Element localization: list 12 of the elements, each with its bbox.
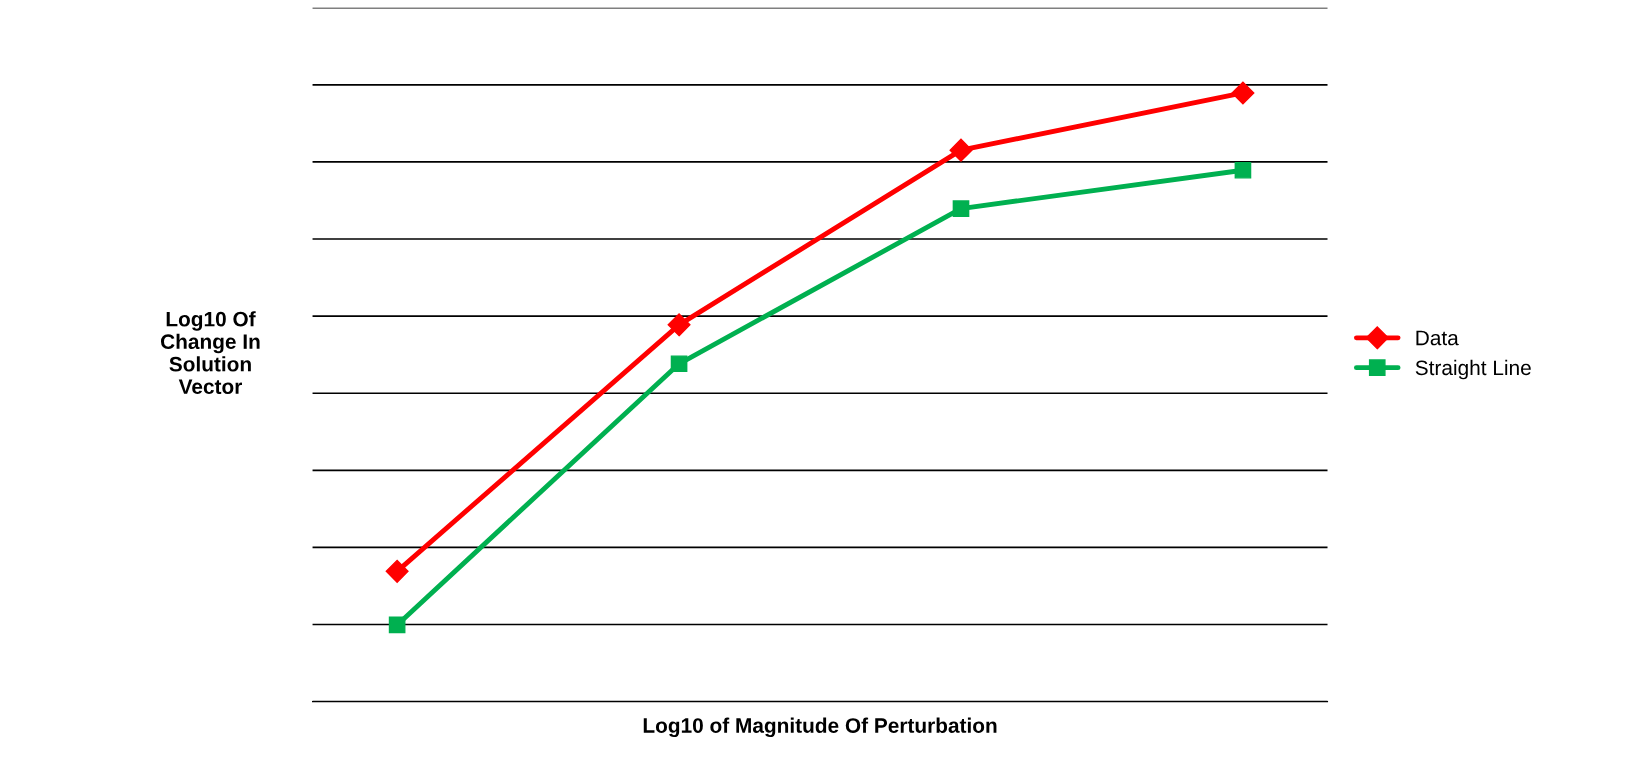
y-axis-title: Log10 Of Change In Solution Vector [160,311,260,394]
point [1231,81,1255,105]
legend-label: Straight Line [1415,359,1531,380]
point [388,616,406,634]
point [385,559,409,583]
x-axis-title: Log10 of Magnitude Of Perturbation [643,717,997,738]
point [1234,161,1252,179]
point [949,138,973,162]
legend-label: Data [1416,330,1459,346]
point [667,313,691,337]
point [670,355,688,373]
point [952,200,970,217]
